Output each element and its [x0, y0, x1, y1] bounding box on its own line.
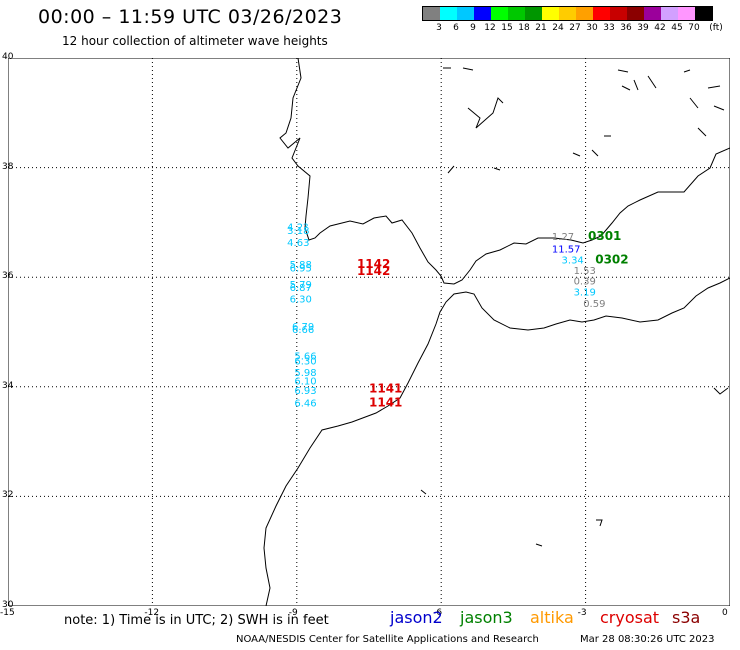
- coastline-morocco: [263, 277, 730, 606]
- longitude-tick-label: 0: [722, 608, 728, 618]
- legend-swatch: [695, 7, 712, 20]
- latitude-tick-label: 40: [2, 52, 14, 62]
- generated-timestamp: Mar 28 08:30:26 UTC 2023: [580, 634, 715, 645]
- legend-label: 42: [654, 23, 666, 33]
- wave-height-value: 11.57: [552, 245, 581, 256]
- legend-unit: (ft): [709, 23, 723, 33]
- legend-swatch: [593, 7, 610, 20]
- legend-label: 18: [518, 23, 530, 33]
- wave-height-value: 3.18: [287, 226, 309, 237]
- wave-height-value: 5.66: [294, 351, 316, 362]
- pass-time-label: 1142: [357, 264, 390, 278]
- legend-label: 70: [688, 23, 700, 33]
- latitude-tick-label: 34: [2, 380, 14, 391]
- wave-height-value: 3.19: [574, 287, 596, 298]
- satellite-name-altika: altika: [530, 608, 574, 627]
- longitude-tick-label: -12: [144, 608, 160, 618]
- coastline-north-bits: [443, 67, 725, 174]
- coastline-small-features: [420, 387, 729, 547]
- legend-swatches: [422, 6, 713, 21]
- satellite-name-cryosat: cryosat: [600, 608, 660, 627]
- wave-height-value: 3.34: [562, 256, 584, 267]
- latitude-tick-label: 36: [2, 271, 14, 282]
- wave-height-value: 6.66: [292, 325, 314, 336]
- wave-height-value: 4.2?: [287, 223, 308, 234]
- legend-label: 6: [453, 23, 459, 33]
- latitude-tick-label: 30: [2, 600, 14, 610]
- wave-height-value: 6.95: [290, 264, 312, 275]
- satellite-name-jason2: jason2: [390, 608, 443, 627]
- legend-swatch: [508, 7, 525, 20]
- legend-label: 33: [603, 23, 615, 33]
- wave-height-value: 5.79: [290, 280, 312, 291]
- wave-height-value: 6.10: [294, 377, 316, 388]
- latitude-tick-label: 32: [2, 490, 14, 501]
- legend-label: 36: [620, 23, 632, 33]
- wave-height-value: 5.88: [290, 260, 312, 271]
- legend-swatch: [661, 7, 678, 20]
- legend-swatch: [610, 7, 627, 20]
- wave-height-value: 6.30: [290, 294, 312, 305]
- legend-label: 15: [501, 23, 513, 33]
- altimeter-map: 4.2?3.184.635.886.955.796.876.306.796.66…: [8, 58, 730, 606]
- wave-height-value: 5.98: [294, 368, 316, 379]
- pass-time-label: 1142: [357, 257, 390, 271]
- legend-swatch: [440, 7, 457, 20]
- pass-time-label: 1141: [369, 396, 402, 410]
- legend-swatch: [474, 7, 491, 20]
- map-subtitle: 12 hour collection of altimeter wave hei…: [62, 34, 328, 48]
- wave-height-value: 4.63: [287, 238, 309, 249]
- map-title: 00:00 – 11:59 UTC 03/26/2023: [38, 6, 343, 28]
- wave-height-observations: 4.2?3.184.635.886.955.796.876.306.796.66…: [287, 223, 628, 410]
- wave-height-value: 6.87: [290, 283, 312, 294]
- pass-time-label: 1141: [369, 381, 402, 395]
- legend-swatch: [457, 7, 474, 20]
- map-border: [8, 58, 730, 606]
- longitude-tick-label: -15: [0, 608, 15, 618]
- legend-swatch: [678, 7, 695, 20]
- legend-labels: 3 6 9 12 15 18 21 24 27 30 33 36 39 42 45 70 (ft): [422, 21, 723, 35]
- legend-label: 12: [484, 23, 496, 33]
- legend-label: 27: [569, 23, 581, 33]
- legend-swatch: [542, 7, 559, 20]
- legend-swatch: [423, 7, 440, 20]
- legend-swatch: [559, 7, 576, 20]
- wave-height-value: 6.46: [294, 399, 316, 410]
- legend-swatch: [491, 7, 508, 20]
- legend-swatch: [627, 7, 644, 20]
- wave-height-value: 6.93: [294, 386, 316, 397]
- wave-height-value: 0.59: [583, 299, 605, 310]
- wave-height-value: 1.53: [574, 266, 596, 277]
- wave-height-value: 0.39: [574, 276, 596, 287]
- legend-swatch: [525, 7, 542, 20]
- legend-swatch: [644, 7, 661, 20]
- legend-label: 24: [552, 23, 564, 33]
- wave-height-value: 6.30: [294, 356, 316, 367]
- wave-height-value: 1.27: [552, 232, 574, 243]
- satellite-name-s3a: s3a: [672, 608, 701, 627]
- legend-swatch: [576, 7, 593, 20]
- legend-label: 3: [436, 23, 442, 33]
- coastline-iberia-west: [279, 58, 730, 285]
- coastlines: [263, 58, 730, 606]
- legend-label: 45: [671, 23, 683, 33]
- footer-note: note: 1) Time is in UTC; 2) SWH is in fe…: [64, 613, 329, 628]
- lat-lon-grid: [8, 58, 730, 606]
- pass-time-label: 0302: [595, 253, 628, 267]
- longitude-tick-label: -9: [288, 608, 298, 618]
- legend-label: 39: [637, 23, 649, 33]
- credit-line: NOAA/NESDIS Center for Satellite Applica…: [236, 634, 539, 645]
- longitude-tick-label: -6: [433, 608, 443, 618]
- longitude-tick-label: -3: [577, 608, 587, 618]
- latitude-tick-label: 38: [2, 161, 14, 172]
- color-legend: 3 6 9 12 15 18 21 24 27 30 33 36 39 42 45 70 (ft): [422, 6, 723, 35]
- legend-label: 30: [586, 23, 598, 33]
- legend-label: 21: [535, 23, 547, 33]
- satellite-name-jason3: jason3: [460, 608, 513, 627]
- pass-time-label: 0301: [588, 229, 621, 243]
- wave-height-value: 6.79: [292, 322, 314, 333]
- legend-label: 9: [470, 23, 476, 33]
